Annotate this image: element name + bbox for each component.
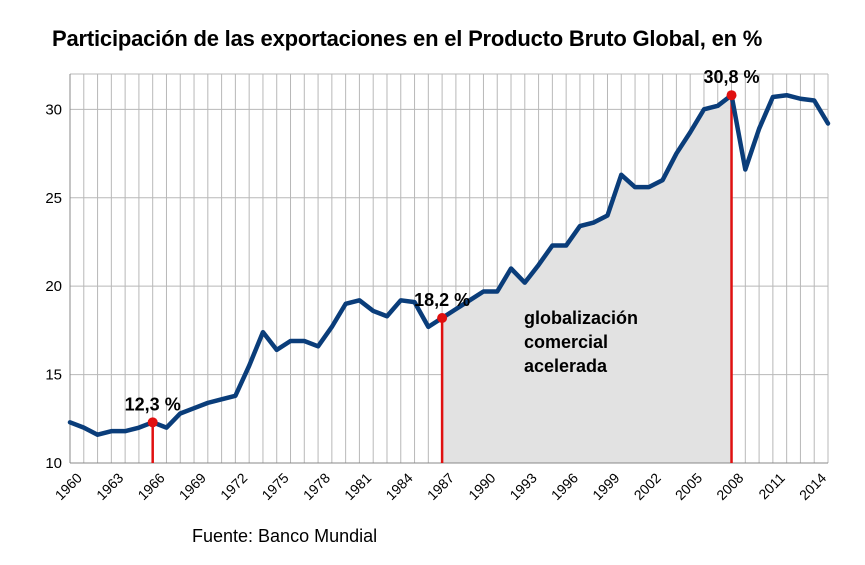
x-tick-label: 2002 xyxy=(631,470,664,503)
x-tick-label: 1972 xyxy=(217,470,250,503)
y-tick-label: 15 xyxy=(45,367,62,384)
region-label-line: acelerada xyxy=(524,356,608,376)
series-line xyxy=(67,92,831,437)
x-tick-label: 1960 xyxy=(52,470,85,503)
region-label-line: globalización xyxy=(524,308,638,328)
highlight-markers xyxy=(151,95,733,463)
highlight-label: 18,2 % xyxy=(414,290,470,310)
highlight-point xyxy=(437,313,448,324)
x-tick-label: 2008 xyxy=(713,470,746,503)
y-tick-label: 10 xyxy=(45,455,62,472)
x-tick-label: 1969 xyxy=(176,470,209,503)
chart-title: Participación de las exportaciones en el… xyxy=(52,26,763,51)
shaded-region xyxy=(442,95,732,463)
x-tick-label: 2014 xyxy=(796,470,829,503)
y-tick-label: 30 xyxy=(45,101,62,118)
axes xyxy=(69,74,828,464)
y-tick-label: 20 xyxy=(45,278,62,295)
x-tick-label: 1975 xyxy=(258,470,291,503)
x-tick-label: 1987 xyxy=(424,470,457,503)
x-tick-label: 1984 xyxy=(382,470,415,503)
highlight-point xyxy=(726,90,737,101)
x-tick-label: 1996 xyxy=(548,470,581,503)
highlight-points xyxy=(147,90,737,428)
x-tick-label: 2005 xyxy=(672,470,705,503)
x-tick-label: 1993 xyxy=(506,470,539,503)
x-tick-label: 1978 xyxy=(300,470,333,503)
shaded-area xyxy=(442,95,732,463)
y-axis-ticks: 10 15 20 25 30 xyxy=(45,101,62,472)
x-tick-label: 1963 xyxy=(93,470,126,503)
x-tick-label: 1981 xyxy=(341,470,374,503)
x-tick-label: 2011 xyxy=(755,470,788,503)
annotations: 12,3 % 18,2 % 30,8 % globalización comercial… xyxy=(125,67,760,414)
region-label-line: comercial xyxy=(524,332,608,352)
source-note: Fuente: Banco Mundial xyxy=(192,526,378,546)
series xyxy=(67,92,831,437)
highlight-label: 12,3 % xyxy=(125,394,181,414)
x-axis-ticks: 1960 1963 1966 1969 1972 1975 1978 1981 1984 1987… xyxy=(52,470,830,503)
highlight-point xyxy=(147,417,158,428)
y-tick-label: 25 xyxy=(45,190,62,207)
highlight-label: 30,8 % xyxy=(704,67,760,87)
x-tick-label: 1966 xyxy=(134,470,167,503)
x-tick-label: 1999 xyxy=(589,470,622,503)
x-tick-label: 1990 xyxy=(465,470,498,503)
